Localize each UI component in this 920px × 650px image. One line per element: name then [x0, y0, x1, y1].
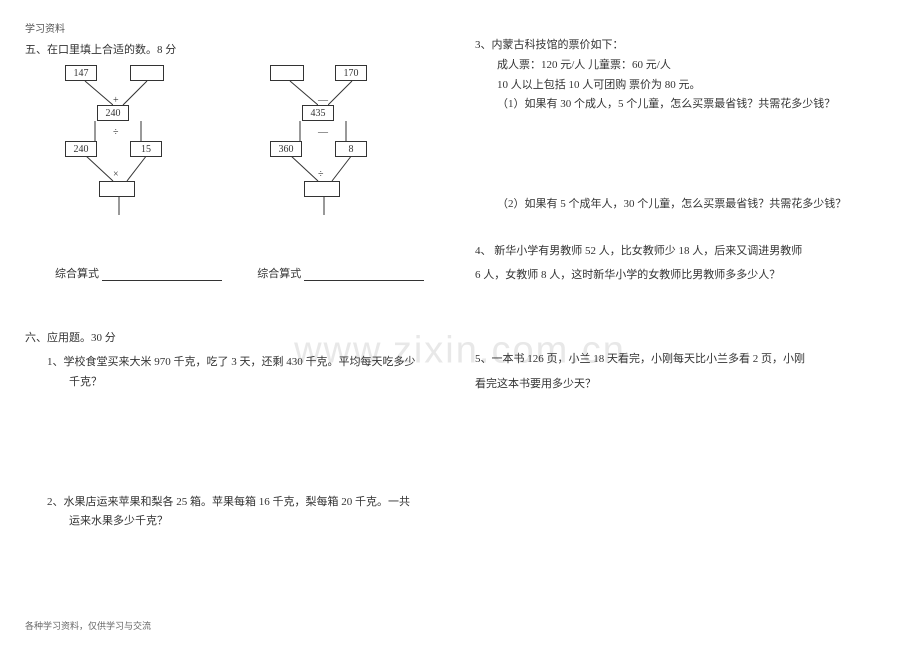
t2-box-mid: 435: [302, 105, 334, 121]
formula-blank-2: [304, 280, 424, 281]
q1-line1: 1、学校食堂买来大米 970 千克，吃了 3 天，还剩 430 千克。平均每天吃…: [47, 353, 445, 373]
t1-box-ll: 240: [65, 141, 97, 157]
formula-label-2: 综合算式: [257, 268, 301, 280]
left-column: 学习资料 五、在口里填上合适的数。8 分 147 + 240 ÷: [25, 20, 445, 630]
formula-blank-1: [102, 280, 222, 281]
question-1: 1、学校食堂买来大米 970 千克，吃了 3 天，还剩 430 千克。平均每天吃…: [47, 353, 445, 393]
tree-diagram-2: 170 — 435 — 360 8 ÷: [260, 65, 410, 245]
question-2: 2、水果店运来苹果和梨各 25 箱。苹果每箱 16 千克，梨每箱 20 千克。一…: [47, 493, 445, 533]
t2-box-tr: 170: [335, 65, 367, 81]
q5-line2: 看完这本书要用多少天？: [475, 372, 895, 396]
page-container: 学习资料 五、在口里填上合适的数。8 分 147 + 240 ÷: [0, 0, 920, 650]
t1-box-lr: 15: [130, 141, 162, 157]
q3-title: 3、内蒙古科技馆的票价如下：: [475, 36, 895, 56]
question-3: 3、内蒙古科技馆的票价如下： 成人票：120 元/人 儿童票：60 元/人 10…: [475, 36, 895, 115]
t1-box-mid: 240: [97, 105, 129, 121]
t1-op2: ÷: [113, 127, 119, 138]
q1-line2: 千克？: [69, 373, 445, 393]
question-4: 4、 新华小学有男教师 52 人，比女教师少 18 人，后来又调进男教师 6 人…: [475, 239, 895, 287]
t2-op2: —: [318, 127, 328, 138]
q3-sub2: （2）如果有 5 个成年人，30 个儿童，怎么买票最省钱？共需花多少钱？: [497, 195, 895, 215]
q4-line2: 6 人，女教师 8 人，这时新华小学的女教师比男教师多多少人？: [475, 263, 895, 287]
diagram-area: 147 + 240 ÷ 240 15 ×: [55, 65, 445, 245]
section6-title: 六、应用题。30 分: [25, 329, 445, 345]
t1-op3: ×: [113, 169, 119, 180]
q5-line1: 5、一本书 126 页，小兰 18 天看完，小刚每天比小兰多看 2 页，小刚: [475, 347, 895, 371]
section5-title: 五、在口里填上合适的数。8 分: [25, 41, 445, 57]
formula-row: 综合算式 综合算式: [55, 265, 445, 281]
q4-line1: 4、 新华小学有男教师 52 人，比女教师少 18 人，后来又调进男教师: [475, 239, 895, 263]
header-label: 学习资料: [25, 20, 445, 35]
t1-box-tr: [130, 65, 164, 81]
t2-box-tl: [270, 65, 304, 81]
formula-label-1: 综合算式: [55, 268, 99, 280]
q2-line1: 2、水果店运来苹果和梨各 25 箱。苹果每箱 16 千克，梨每箱 20 千克。一…: [47, 493, 445, 513]
t2-box-lr: 8: [335, 141, 367, 157]
q3-line2: 10 人以上包括 10 人可团购 票价为 80 元。: [497, 76, 895, 96]
q3-line1: 成人票：120 元/人 儿童票：60 元/人: [497, 56, 895, 76]
t2-op3: ÷: [318, 169, 324, 180]
t1-box-tl: 147: [65, 65, 97, 81]
tree-diagram-1: 147 + 240 ÷ 240 15 ×: [55, 65, 205, 245]
t2-box-bot: [304, 181, 340, 197]
t2-box-ll: 360: [270, 141, 302, 157]
t1-box-bot: [99, 181, 135, 197]
q3-sub1: （1）如果有 30 个成人，5 个儿童，怎么买票最省钱？共需花多少钱？: [497, 95, 895, 115]
q2-line2: 运来水果多少千克？: [69, 512, 445, 532]
right-column: 3、内蒙古科技馆的票价如下： 成人票：120 元/人 儿童票：60 元/人 10…: [475, 20, 895, 630]
question-5: 5、一本书 126 页，小兰 18 天看完，小刚每天比小兰多看 2 页，小刚 看…: [475, 347, 895, 395]
